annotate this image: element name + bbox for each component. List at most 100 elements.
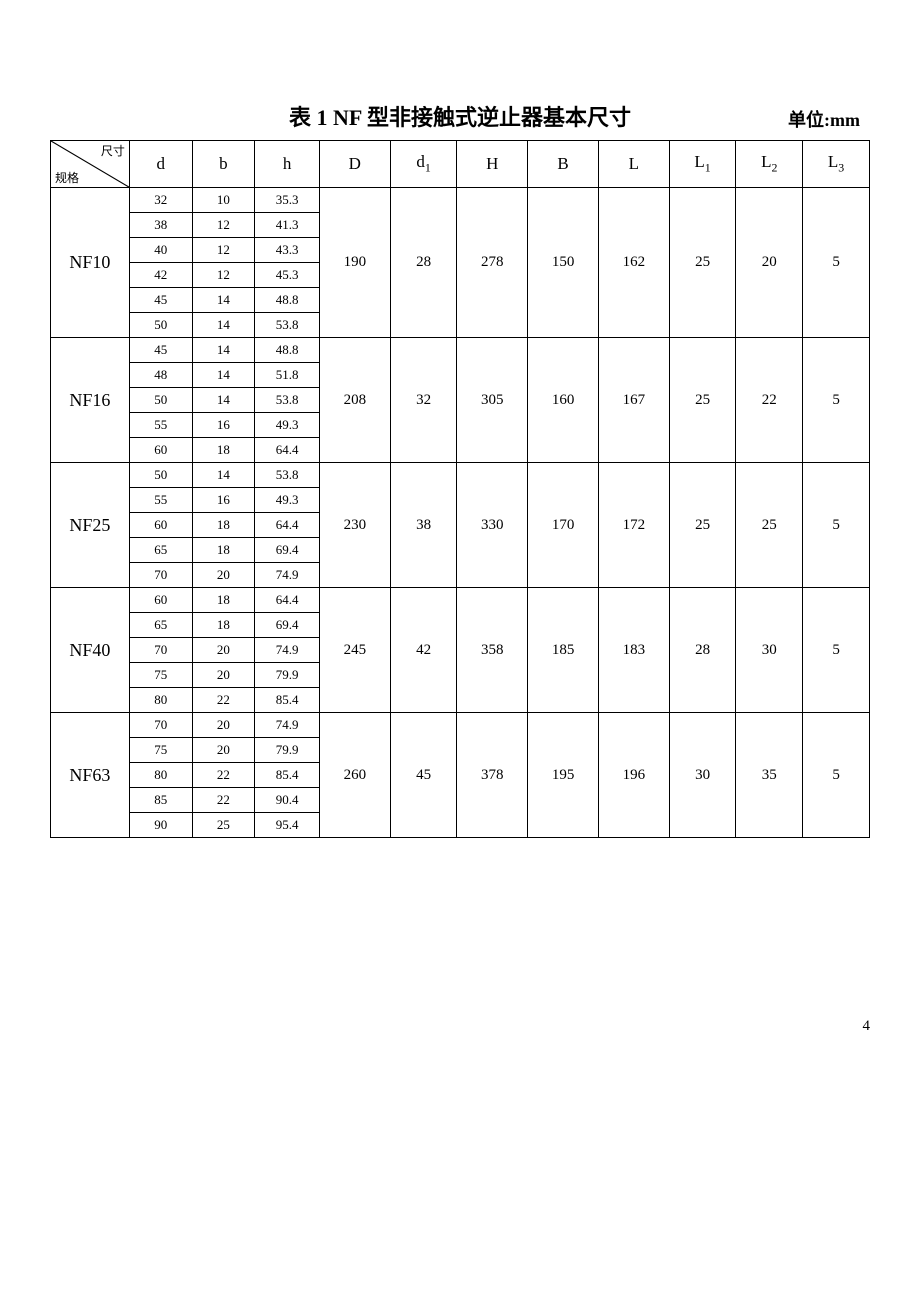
cell-h: 35.3 [255,188,320,213]
cell-d: 60 [129,438,192,463]
span-cell-L1: 25 [669,463,736,588]
span-cell-L: 183 [598,588,669,713]
table-body: NF10321035.31902827815016225205381241.34… [51,188,870,838]
col-B: B [528,141,599,188]
cell-b: 14 [192,388,255,413]
table-row: NF10321035.31902827815016225205 [51,188,870,213]
cell-b: 14 [192,313,255,338]
model-cell: NF40 [51,588,130,713]
cell-d: 80 [129,763,192,788]
cell-h: 48.8 [255,288,320,313]
cell-h: 64.4 [255,513,320,538]
cell-b: 18 [192,438,255,463]
cell-b: 16 [192,488,255,513]
cell-h: 74.9 [255,563,320,588]
cell-d: 45 [129,338,192,363]
cell-d: 48 [129,363,192,388]
cell-h: 85.4 [255,763,320,788]
col-L2: L2 [736,141,803,188]
cell-d: 42 [129,263,192,288]
cell-b: 25 [192,813,255,838]
model-cell: NF25 [51,463,130,588]
span-cell-L3: 5 [803,338,870,463]
cell-h: 69.4 [255,613,320,638]
span-cell-L2: 35 [736,713,803,838]
span-cell-D: 260 [319,713,390,838]
span-cell-d1: 42 [390,588,457,713]
cell-h: 90.4 [255,788,320,813]
cell-d: 90 [129,813,192,838]
span-cell-B: 150 [528,188,599,338]
col-D: D [319,141,390,188]
table-row: NF63702074.92604537819519630355 [51,713,870,738]
cell-h: 53.8 [255,388,320,413]
table-row: NF25501453.82303833017017225255 [51,463,870,488]
cell-d: 60 [129,588,192,613]
cell-b: 14 [192,363,255,388]
cell-h: 48.8 [255,338,320,363]
span-cell-d1: 38 [390,463,457,588]
col-L: L [598,141,669,188]
cell-h: 53.8 [255,313,320,338]
cell-b: 20 [192,638,255,663]
cell-b: 22 [192,688,255,713]
cell-b: 12 [192,238,255,263]
span-cell-B: 185 [528,588,599,713]
span-cell-B: 195 [528,713,599,838]
span-cell-d1: 32 [390,338,457,463]
cell-h: 95.4 [255,813,320,838]
span-cell-L2: 20 [736,188,803,338]
cell-b: 18 [192,588,255,613]
span-cell-L1: 25 [669,188,736,338]
cell-h: 49.3 [255,413,320,438]
cell-h: 69.4 [255,538,320,563]
cell-d: 75 [129,738,192,763]
cell-d: 55 [129,488,192,513]
span-cell-B: 170 [528,463,599,588]
cell-d: 40 [129,238,192,263]
cell-d: 45 [129,288,192,313]
span-cell-H: 330 [457,463,528,588]
model-cell: NF16 [51,338,130,463]
span-cell-D: 230 [319,463,390,588]
cell-d: 70 [129,713,192,738]
cell-b: 14 [192,463,255,488]
col-d1: d1 [390,141,457,188]
cell-b: 22 [192,788,255,813]
col-b: b [192,141,255,188]
cell-h: 43.3 [255,238,320,263]
span-cell-L3: 5 [803,463,870,588]
cell-d: 70 [129,563,192,588]
model-cell: NF10 [51,188,130,338]
cell-d: 85 [129,788,192,813]
span-cell-d1: 45 [390,713,457,838]
page-number: 4 [50,1018,870,1035]
cell-d: 50 [129,313,192,338]
cell-b: 14 [192,338,255,363]
cell-b: 16 [192,413,255,438]
span-cell-L: 167 [598,338,669,463]
table-row: NF40601864.42454235818518328305 [51,588,870,613]
table-row: NF16451448.82083230516016725225 [51,338,870,363]
span-cell-H: 358 [457,588,528,713]
cell-d: 80 [129,688,192,713]
span-cell-L2: 22 [736,338,803,463]
span-cell-L: 172 [598,463,669,588]
col-H: H [457,141,528,188]
span-cell-D: 190 [319,188,390,338]
cell-d: 75 [129,663,192,688]
table-title: 表 1 NF 型非接触式逆止器基本尺寸 [289,100,631,132]
span-cell-H: 278 [457,188,528,338]
span-cell-L3: 5 [803,713,870,838]
cell-d: 60 [129,513,192,538]
cell-h: 49.3 [255,488,320,513]
cell-d: 50 [129,388,192,413]
cell-b: 18 [192,613,255,638]
cell-h: 41.3 [255,213,320,238]
col-h: h [255,141,320,188]
col-L1: L1 [669,141,736,188]
cell-b: 20 [192,713,255,738]
span-cell-L: 196 [598,713,669,838]
cell-h: 74.9 [255,713,320,738]
cell-h: 79.9 [255,663,320,688]
